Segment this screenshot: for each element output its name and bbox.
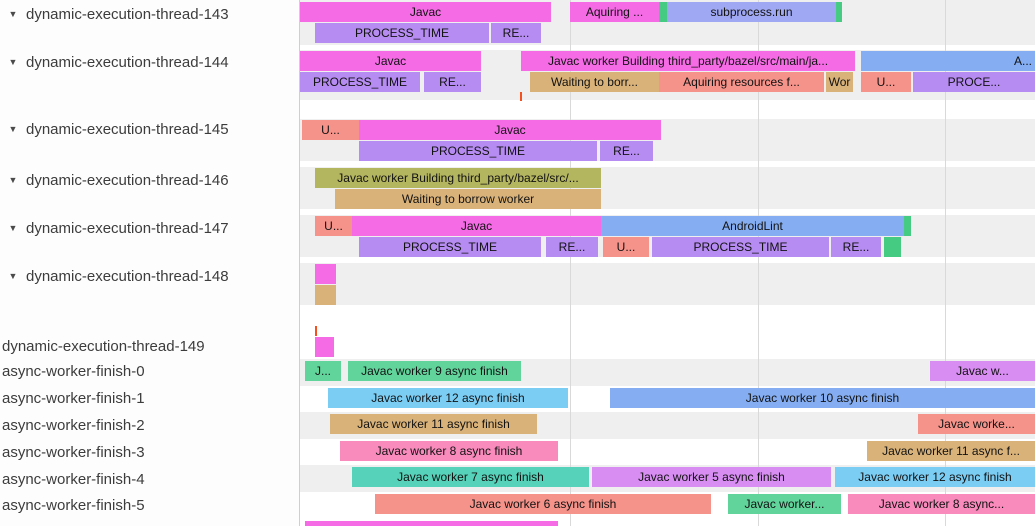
trace-span[interactable]: Javac [352,216,601,236]
trace-span[interactable] [659,2,667,22]
track-name: dynamic-execution-thread-146 [26,171,229,189]
track-label[interactable]: async-worker-finish-3 [0,442,301,462]
trace-span[interactable]: PROCESS_TIME [300,72,420,92]
track-name: dynamic-execution-thread-144 [26,53,229,71]
trace-span[interactable]: Javac worker 9 async finish [348,361,521,381]
trace-span[interactable]: Javac worker 10 async finish [610,388,1035,408]
track-name: dynamic-execution-thread-143 [26,5,229,23]
trace-span[interactable] [315,285,336,305]
instant-marker[interactable] [315,326,317,336]
track-name: async-worker-finish-0 [2,362,145,380]
trace-span[interactable]: Javac worker 5 async finish [592,467,831,487]
trace-span[interactable]: Javac worker 11 async f... [867,441,1035,461]
trace-span[interactable]: subprocess.run [667,2,836,22]
trace-span[interactable] [315,264,336,284]
track-label[interactable]: async-worker-finish-0 [0,361,301,381]
trace-span[interactable]: J... [305,361,341,381]
trace-span[interactable]: Javac worker 6 async finish [375,494,711,514]
trace-span[interactable]: Javac worker 8 async... [848,494,1035,514]
trace-span[interactable]: Aquiring ... [570,2,659,22]
track-label[interactable]: ▼ dynamic-execution-thread-144 [0,52,299,72]
trace-span[interactable]: A... [861,51,1035,71]
trace-span[interactable]: U... [861,72,911,92]
track-name: async-worker-finish-4 [2,470,145,488]
expand-arrow-icon[interactable]: ▼ [8,57,18,67]
trace-span[interactable]: Javac [359,120,661,140]
trace-span[interactable]: Waiting to borrow worker [335,189,601,209]
trace-span[interactable]: Javac worker 11 async finish [330,414,537,434]
trace-span[interactable]: Javac worker 12 async finish [835,467,1035,487]
trace-span[interactable]: PROCESS_TIME [359,141,597,161]
track-name: async-worker-finish-1 [2,389,145,407]
track-label[interactable]: async-worker-finish-4 [0,469,301,489]
trace-span[interactable]: RE... [546,237,598,257]
trace-span[interactable]: RE... [424,72,481,92]
trace-span[interactable] [904,216,911,236]
expand-arrow-icon[interactable]: ▼ [8,124,18,134]
trace-span[interactable]: PROCE... [913,72,1035,92]
track-name: dynamic-execution-thread-145 [26,120,229,138]
trace-span[interactable] [884,237,901,257]
trace-span[interactable]: Javac [300,2,551,22]
track-label[interactable]: async-worker-finish-5 [0,495,301,515]
expand-arrow-icon[interactable]: ▼ [8,175,18,185]
track-name: async-worker-finish-3 [2,443,145,461]
trace-span[interactable]: RE... [491,23,541,43]
trace-span[interactable]: RE... [831,237,881,257]
track-name: dynamic-execution-thread-149 [2,337,205,355]
trace-span[interactable] [305,521,558,526]
track-name: async-worker-finish-5 [2,496,145,514]
trace-span[interactable]: PROCESS_TIME [315,23,489,43]
trace-span[interactable]: PROCESS_TIME [359,237,541,257]
track-label[interactable]: async-worker-finish-1 [0,388,301,408]
timeline-canvas[interactable]: Javac Aquiring ... subprocess.run PROCESS_T… [300,0,1035,526]
trace-span[interactable]: Javac worker Building third_party/bazel/… [315,168,601,188]
trace-span[interactable]: AndroidLint [601,216,904,236]
instant-marker[interactable] [520,92,522,101]
trace-span[interactable]: U... [315,216,352,236]
expand-arrow-icon[interactable]: ▼ [8,271,18,281]
trace-span[interactable]: Wor [826,72,853,92]
trace-span[interactable]: Javac [300,51,481,71]
track-label[interactable]: ▼ dynamic-execution-thread-143 [0,4,299,24]
trace-span[interactable]: U... [603,237,649,257]
track-name-panel: ▼ dynamic-execution-thread-143 ▼ dynamic-ex… [0,0,300,526]
track-label[interactable]: async-worker-finish-2 [0,415,301,435]
trace-span[interactable]: Aquiring resources f... [659,72,824,92]
trace-span[interactable]: PROCESS_TIME [652,237,829,257]
trace-span[interactable]: U... [302,120,359,140]
track-name: async-worker-finish-2 [2,416,145,434]
trace-span[interactable]: Javac worker 12 async finish [328,388,568,408]
expand-arrow-icon[interactable]: ▼ [8,9,18,19]
trace-span[interactable] [315,337,334,357]
track-name: dynamic-execution-thread-147 [26,219,229,237]
trace-span[interactable]: Javac worker 7 async finish [352,467,589,487]
gridline [945,0,946,526]
track-label[interactable]: ▼ dynamic-execution-thread-145 [0,119,299,139]
track-name: dynamic-execution-thread-148 [26,267,229,285]
track-label[interactable]: dynamic-execution-thread-149 [0,336,301,356]
trace-span[interactable]: Javac worker Building third_party/bazel/… [521,51,855,71]
trace-span[interactable] [836,2,842,22]
track-label[interactable]: ▼ dynamic-execution-thread-147 [0,218,299,238]
track-background [300,263,1035,305]
trace-span[interactable]: Javac worker... [728,494,841,514]
gridline [570,0,571,526]
expand-arrow-icon[interactable]: ▼ [8,223,18,233]
trace-span[interactable]: Javac w... [930,361,1035,381]
gridline [758,0,759,526]
trace-span[interactable]: Javac worker 8 async finish [340,441,558,461]
track-label[interactable]: ▼ dynamic-execution-thread-146 [0,170,299,190]
trace-span[interactable]: RE... [600,141,653,161]
trace-span[interactable]: Javac worke... [918,414,1035,434]
trace-span[interactable]: Waiting to borr... [530,72,659,92]
track-label[interactable]: ▼ dynamic-execution-thread-148 [0,266,299,286]
